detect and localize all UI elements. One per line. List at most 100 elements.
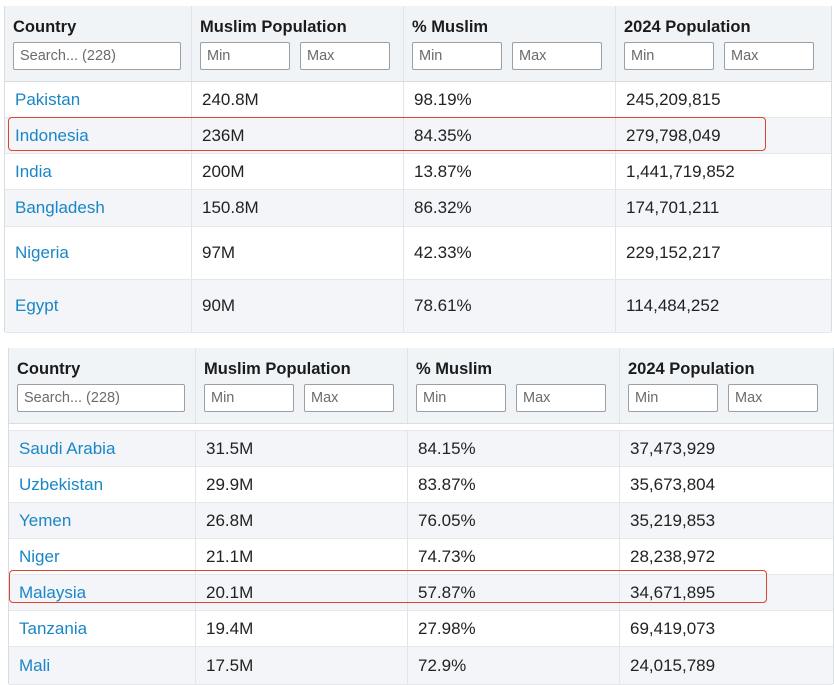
country-search-input[interactable] [17, 384, 185, 412]
table-row: Tanzania 19.4M 27.98% 69,419,073 [9, 611, 833, 647]
header-percent-muslim: % Muslim [404, 6, 616, 81]
country-link[interactable]: Indonesia [5, 118, 192, 153]
country-link[interactable]: India [5, 154, 192, 189]
percent-muslim-cell: 83.87% [408, 467, 620, 502]
population-2024-cell: 229,152,217 [626, 243, 721, 262]
percent-muslim-cell: 78.61% [404, 280, 616, 332]
muslim-population-cell: 20.1M [196, 575, 408, 610]
header-population-2024-title[interactable]: 2024 Population [628, 360, 755, 378]
header-muslim-population-title[interactable]: Muslim Population [204, 360, 351, 378]
population-2024-cell: 28,238,972 [630, 546, 716, 566]
percent-muslim-cell: 98.19% [404, 82, 616, 117]
muslim-population-cell: 26.8M [196, 503, 408, 538]
header-percent-muslim-title[interactable]: % Muslim [412, 18, 489, 36]
header-country-title[interactable]: Country [17, 360, 81, 378]
muslim-population-max-input[interactable] [300, 42, 390, 70]
muslim-population-cell: 236M [192, 118, 404, 153]
population-2024-cell: 245,209,815 [626, 89, 721, 109]
country-search-input[interactable] [13, 42, 181, 70]
muslim-population-min-input[interactable] [204, 384, 294, 412]
country-link[interactable]: Egypt [5, 280, 192, 332]
percent-muslim-cell: 76.05% [408, 503, 620, 538]
population-2024-min-input[interactable] [624, 42, 714, 70]
table-header: Country Muslim Population % Muslim 2024 … [5, 6, 831, 82]
muslim-population-cell: 21.1M [196, 539, 408, 574]
country-link[interactable]: Niger [9, 539, 196, 574]
percent-muslim-cell: 42.33% [404, 227, 616, 279]
table-row: Yemen 26.8M 76.05% 35,219,853 [9, 503, 833, 539]
table-row: Niger 21.1M 74.73% 28,238,972 [9, 539, 833, 575]
table-row: Pakistan 240.8M 98.19% 245,209,815 [5, 82, 831, 118]
population-2024-cell: 35,219,853 [630, 510, 716, 530]
table-row: Bangladesh 150.8M 86.32% 174,701,211 [5, 190, 831, 227]
percent-muslim-max-input[interactable] [512, 42, 602, 70]
header-population-2024-title[interactable]: 2024 Population [624, 18, 751, 36]
country-link[interactable]: Nigeria [5, 227, 192, 279]
country-link[interactable]: Yemen [9, 503, 196, 538]
muslim-population-cell: 97M [192, 227, 404, 279]
table-row: Egypt 90M 78.61% 114,484,252 [5, 280, 831, 333]
header-muslim-population: Muslim Population [196, 348, 408, 423]
percent-muslim-cell: 57.87% [408, 575, 620, 610]
population-table-top: Country Muslim Population % Muslim 2024 … [4, 6, 832, 333]
population-2024-cell: 35,673,804 [630, 474, 716, 494]
percent-muslim-cell: 27.98% [408, 611, 620, 646]
header-country: Country [5, 6, 192, 81]
percent-muslim-cell: 13.87% [404, 154, 616, 189]
population-2024-cell: 24,015,789 [630, 655, 716, 675]
percent-muslim-cell: 86.32% [404, 190, 616, 226]
table-row: India 200M 13.87% 1,441,719,852 [5, 154, 831, 190]
percent-muslim-max-input[interactable] [516, 384, 606, 412]
population-2024-cell: 174,701,211 [626, 198, 720, 217]
country-link[interactable]: Tanzania [9, 611, 196, 646]
percent-muslim-cell: 84.15% [408, 431, 620, 466]
table-row: Saudi Arabia 31.5M 84.15% 37,473,929 [9, 431, 833, 467]
muslim-population-cell: 150.8M [192, 190, 404, 226]
country-link[interactable]: Malaysia [9, 575, 196, 610]
muslim-population-cell: 90M [192, 280, 404, 332]
population-2024-cell: 114,484,252 [626, 296, 720, 315]
header-muslim-population: Muslim Population [192, 6, 404, 81]
muslim-population-cell: 31.5M [196, 431, 408, 466]
population-2024-max-input[interactable] [728, 384, 818, 412]
percent-muslim-cell: 84.35% [404, 118, 616, 153]
population-2024-cell: 1,441,719,852 [626, 161, 735, 181]
population-2024-cell: 279,798,049 [626, 125, 721, 145]
muslim-population-cell: 17.5M [196, 647, 408, 684]
header-percent-muslim: % Muslim [408, 348, 620, 423]
muslim-population-cell: 29.9M [196, 467, 408, 502]
muslim-population-cell: 19.4M [196, 611, 408, 646]
muslim-population-max-input[interactable] [304, 384, 394, 412]
population-2024-cell: 69,419,073 [630, 618, 716, 638]
header-muslim-population-title[interactable]: Muslim Population [200, 18, 347, 36]
muslim-population-cell: 240.8M [192, 82, 404, 117]
percent-muslim-min-input[interactable] [416, 384, 506, 412]
table-row: Malaysia 20.1M 57.87% 34,671,895 [9, 575, 833, 611]
header-country: Country [9, 348, 196, 423]
percent-muslim-cell: 74.73% [408, 539, 620, 574]
country-link[interactable]: Bangladesh [5, 190, 192, 226]
population-table-bottom: Country Muslim Population % Muslim 2024 … [8, 348, 834, 685]
country-link[interactable]: Saudi Arabia [9, 431, 196, 466]
country-link[interactable]: Mali [9, 647, 196, 684]
header-spacer [9, 424, 833, 431]
table-row: Nigeria 97M 42.33% 229,152,217 [5, 227, 831, 280]
country-link[interactable]: Pakistan [5, 82, 192, 117]
table-row: Indonesia 236M 84.35% 279,798,049 [5, 118, 831, 154]
table-row: Uzbekistan 29.9M 83.87% 35,673,804 [9, 467, 833, 503]
percent-muslim-cell: 72.9% [408, 647, 620, 684]
header-population-2024: 2024 Population [616, 6, 831, 81]
table-header: Country Muslim Population % Muslim 2024 … [9, 348, 833, 424]
population-2024-min-input[interactable] [628, 384, 718, 412]
header-percent-muslim-title[interactable]: % Muslim [416, 360, 493, 378]
table-row: Mali 17.5M 72.9% 24,015,789 [9, 647, 833, 685]
population-2024-cell: 34,671,895 [630, 582, 716, 602]
header-population-2024: 2024 Population [620, 348, 833, 423]
muslim-population-cell: 200M [192, 154, 404, 189]
header-country-title[interactable]: Country [13, 18, 77, 36]
population-2024-max-input[interactable] [724, 42, 814, 70]
population-2024-cell: 37,473,929 [630, 438, 716, 458]
country-link[interactable]: Uzbekistan [9, 467, 196, 502]
percent-muslim-min-input[interactable] [412, 42, 502, 70]
muslim-population-min-input[interactable] [200, 42, 290, 70]
